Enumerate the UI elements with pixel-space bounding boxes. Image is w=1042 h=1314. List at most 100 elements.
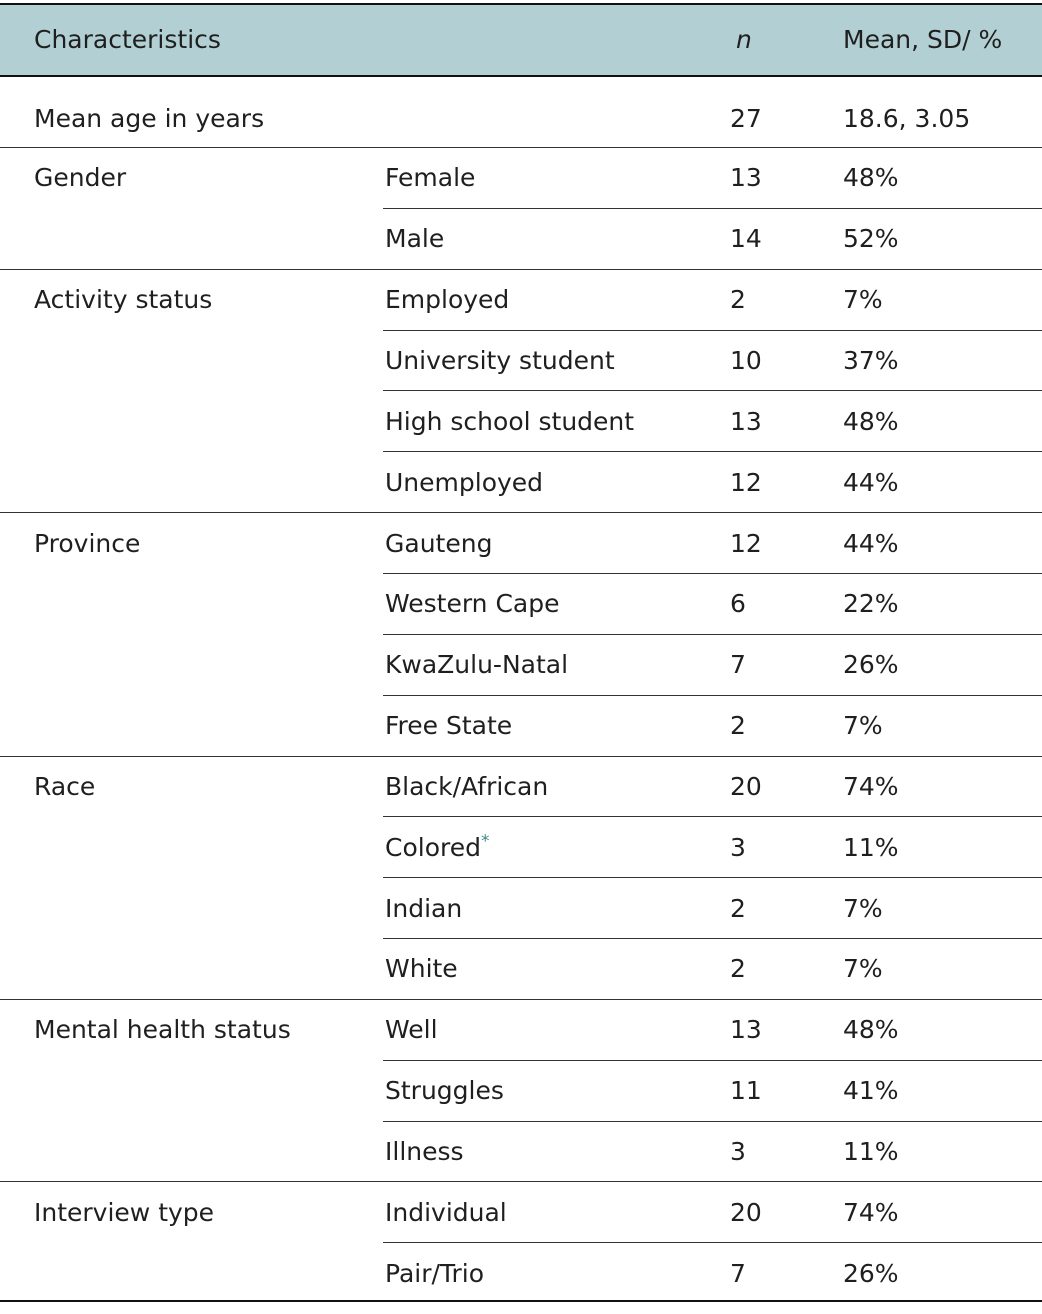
bottom-rule [0, 1300, 1042, 1303]
label-text: Unemployed [385, 467, 544, 497]
group-label: Interview type [34, 1197, 215, 1227]
label-text: Free State [385, 711, 513, 741]
value-cell: 48% [843, 163, 899, 193]
group-label: Race [34, 771, 96, 801]
value-cell: 26% [843, 650, 899, 680]
group-rule [0, 755, 1042, 757]
group-rule [0, 147, 1042, 148]
row-label: KwaZulu-Natal [385, 650, 568, 680]
row-rule [383, 938, 1042, 940]
label-text: Well [385, 1015, 438, 1045]
n-cell: 2 [730, 711, 746, 741]
row-rule [383, 329, 1042, 331]
n-cell: 10 [730, 345, 762, 375]
header-background [0, 5, 1042, 76]
n-cell: 3 [730, 1137, 746, 1167]
n-cell: 13 [730, 406, 762, 436]
row-label: Unemployed [385, 468, 543, 498]
value-cell: 48% [843, 1015, 899, 1045]
group-label: Activity status [34, 285, 213, 315]
value-cell: 52% [843, 224, 899, 254]
value-cell: 44% [843, 467, 899, 497]
group-rule [0, 1181, 1042, 1183]
n-cell: 27 [730, 104, 762, 133]
row-label: Pair/Trio [385, 1259, 484, 1289]
value-cell: 7% [843, 954, 883, 984]
label-text: Black/African [385, 771, 549, 801]
value-cell: 7% [843, 285, 883, 315]
n-cell: 13 [730, 163, 762, 193]
row-rule [383, 877, 1042, 879]
row-label: Male [385, 224, 444, 254]
group-rule [0, 268, 1042, 270]
label-text: Individual [385, 1197, 507, 1227]
value-cell: 7% [843, 893, 883, 923]
label-text: University student [385, 345, 615, 375]
row-rule [383, 390, 1042, 392]
row-rule [383, 1120, 1042, 1122]
n-cell: 12 [730, 467, 762, 497]
row-rule [383, 816, 1042, 818]
row-label: Employed [385, 285, 509, 315]
label-text: Female [385, 163, 476, 193]
label-text: Western Cape [385, 589, 560, 619]
value-cell: 37% [843, 345, 899, 375]
label-text: Male [385, 224, 445, 254]
row-label: White [385, 954, 458, 984]
n-cell: 2 [730, 285, 746, 315]
row-label: University student [385, 346, 615, 376]
group-label: Gender [34, 163, 127, 193]
header-cell: Mean, SD/ % [843, 25, 1003, 54]
row-rule [383, 1242, 1042, 1244]
n-cell: 7 [730, 650, 746, 680]
group-label: Mental health status [34, 1015, 291, 1045]
row-label: Struggles [385, 1076, 504, 1106]
n-cell: 3 [730, 832, 746, 862]
row-label: Colored* [385, 833, 489, 863]
group-rule [0, 512, 1042, 514]
value-cell: 11% [843, 1137, 899, 1167]
value-cell: 74% [843, 771, 899, 801]
n-cell: 12 [730, 528, 762, 558]
label-text: Gauteng [385, 528, 493, 558]
n-cell: 7 [730, 1258, 746, 1288]
footnote-mark: * [480, 831, 490, 852]
value-cell: 7% [843, 711, 883, 741]
value-cell: 22% [843, 589, 899, 619]
n-cell: 11 [730, 1076, 762, 1106]
value-cell: 48% [843, 406, 899, 436]
group-label: Province [34, 528, 141, 558]
n-cell: 2 [730, 893, 746, 923]
n-cell: 13 [730, 1015, 762, 1045]
row-label: Western Cape [385, 589, 560, 619]
value-cell: 26% [843, 1258, 899, 1288]
row-label: Free State [385, 711, 512, 741]
n-cell: 20 [730, 771, 762, 801]
group-rule [0, 998, 1042, 1000]
row-label: Black/African [385, 772, 548, 802]
label-text: Pair/Trio [385, 1258, 485, 1288]
label-text: Employed [385, 285, 510, 315]
row-rule [383, 633, 1042, 635]
top-rule [0, 3, 1042, 5]
value-cell: 44% [843, 528, 899, 558]
row-label: Well [385, 1015, 438, 1045]
label-text: Colored [385, 832, 481, 862]
header-cell: n [736, 25, 752, 54]
label-text: High school student [385, 406, 635, 436]
value-cell: 41% [843, 1076, 899, 1106]
row-label: Illness [385, 1137, 464, 1167]
n-cell: 20 [730, 1197, 762, 1227]
n-cell: 14 [730, 224, 762, 254]
header-cell: Characteristics [34, 25, 221, 54]
row-label: Female [385, 163, 475, 193]
row-label: Gauteng [385, 529, 492, 559]
row-label: Indian [385, 894, 462, 924]
row-rule [383, 694, 1042, 696]
row-label: Mean age in years [34, 104, 265, 133]
row-label: High school student [385, 407, 634, 437]
row-rule [383, 207, 1042, 209]
row-rule [383, 1059, 1042, 1061]
header-rule [0, 75, 1042, 77]
